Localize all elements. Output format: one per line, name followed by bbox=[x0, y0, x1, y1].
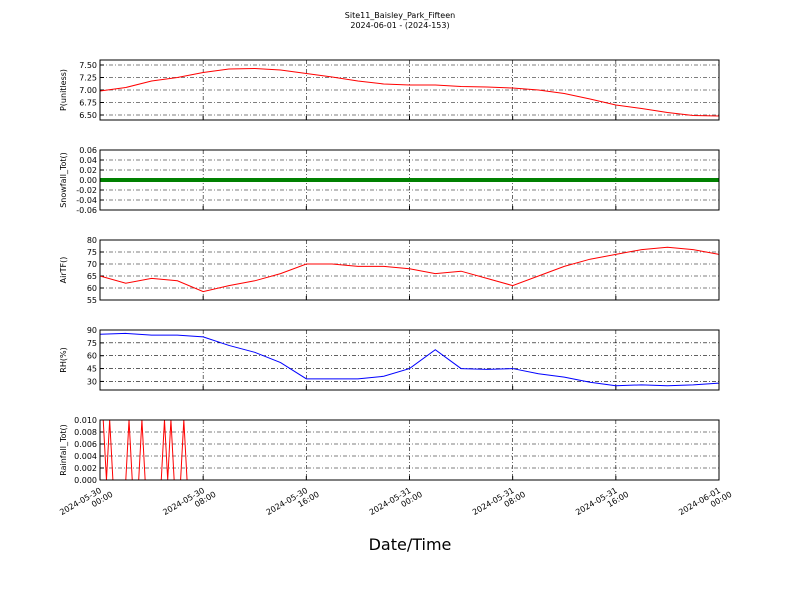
plot-frame bbox=[99, 419, 720, 481]
y-tick-label: 65 bbox=[87, 272, 97, 281]
y-tick-label: 0.06 bbox=[79, 146, 97, 155]
x-tick-label-group: 2024-05-3008:00 bbox=[161, 482, 217, 525]
y-axis-label: Snowfall_Tot() bbox=[59, 152, 68, 208]
y-tick-label: 75 bbox=[87, 248, 97, 257]
y-axis-label: RH(%) bbox=[59, 347, 68, 372]
plot-frame bbox=[99, 239, 720, 301]
y-tick-label: 90 bbox=[87, 326, 97, 335]
y-tick-label: -0.02 bbox=[76, 186, 97, 195]
y-tick-label: 30 bbox=[87, 377, 97, 386]
y-tick-label: 0.004 bbox=[74, 452, 97, 461]
x-tick-label-group: 2024-06-0100:00 bbox=[677, 482, 733, 525]
plot-frame bbox=[99, 149, 720, 211]
plot-frame bbox=[99, 329, 720, 391]
y-tick-label: -0.04 bbox=[76, 196, 97, 205]
y-tick-label: 70 bbox=[87, 260, 97, 269]
plot-frame bbox=[99, 59, 720, 121]
y-tick-label: 0.006 bbox=[74, 440, 97, 449]
y-tick-label: 45 bbox=[87, 365, 97, 374]
x-tick-label-group: 2024-05-3108:00 bbox=[471, 482, 527, 525]
x-tick-label: 2024-05-3016:00 bbox=[265, 482, 321, 525]
y-tick-label: 0.00 bbox=[79, 176, 97, 185]
y-tick-label: 7.00 bbox=[79, 86, 97, 95]
x-axis-label: Date/Time bbox=[369, 535, 452, 554]
y-tick-label: 60 bbox=[87, 352, 97, 361]
y-axis-label: Rainfall_Tot() bbox=[59, 424, 68, 476]
y-tick-label: -0.06 bbox=[76, 206, 97, 215]
y-tick-label: 7.25 bbox=[79, 74, 97, 83]
y-tick-label: 0.010 bbox=[74, 416, 97, 425]
y-tick-label: 6.50 bbox=[79, 111, 97, 120]
y-tick-label: 6.75 bbox=[79, 99, 97, 108]
y-tick-label: 0.04 bbox=[79, 156, 97, 165]
data-line bbox=[99, 67, 720, 117]
x-tick-label: 2024-05-3116:00 bbox=[574, 482, 630, 525]
x-tick-label: 2024-05-3108:00 bbox=[471, 482, 527, 525]
figure-subtitle: 2024-06-01 - (2024-153) bbox=[350, 21, 449, 30]
y-axis-label: AirTF() bbox=[59, 257, 68, 284]
y-tick-label: 0.002 bbox=[74, 464, 97, 473]
y-tick-label: 55 bbox=[87, 296, 97, 305]
x-tick-label-group: 2024-05-3016:00 bbox=[265, 482, 321, 525]
x-tick-label: 2024-06-0100:00 bbox=[677, 482, 733, 525]
data-line bbox=[99, 332, 720, 387]
x-tick-label-group: 2024-05-3000:00 bbox=[58, 482, 114, 525]
x-tick-label-group: 2024-05-3116:00 bbox=[574, 482, 630, 525]
y-tick-label: 0.02 bbox=[79, 166, 97, 175]
y-tick-label: 7.50 bbox=[79, 61, 97, 70]
figure-title: Site11_Baisley_Park_Fifteen bbox=[345, 11, 455, 20]
x-tick-label: 2024-05-3000:00 bbox=[58, 482, 114, 525]
y-tick-label: 60 bbox=[87, 284, 97, 293]
data-line bbox=[99, 246, 720, 293]
x-tick-label: 2024-05-3008:00 bbox=[161, 482, 217, 525]
y-tick-label: 0.000 bbox=[74, 476, 97, 485]
x-tick-label-group: 2024-05-3100:00 bbox=[368, 482, 424, 525]
y-tick-label: 0.008 bbox=[74, 428, 97, 437]
x-tick-label: 2024-05-3100:00 bbox=[368, 482, 424, 525]
y-tick-label: 80 bbox=[87, 236, 97, 245]
y-axis-label: P(unitless) bbox=[59, 69, 68, 111]
y-tick-label: 75 bbox=[87, 339, 97, 348]
